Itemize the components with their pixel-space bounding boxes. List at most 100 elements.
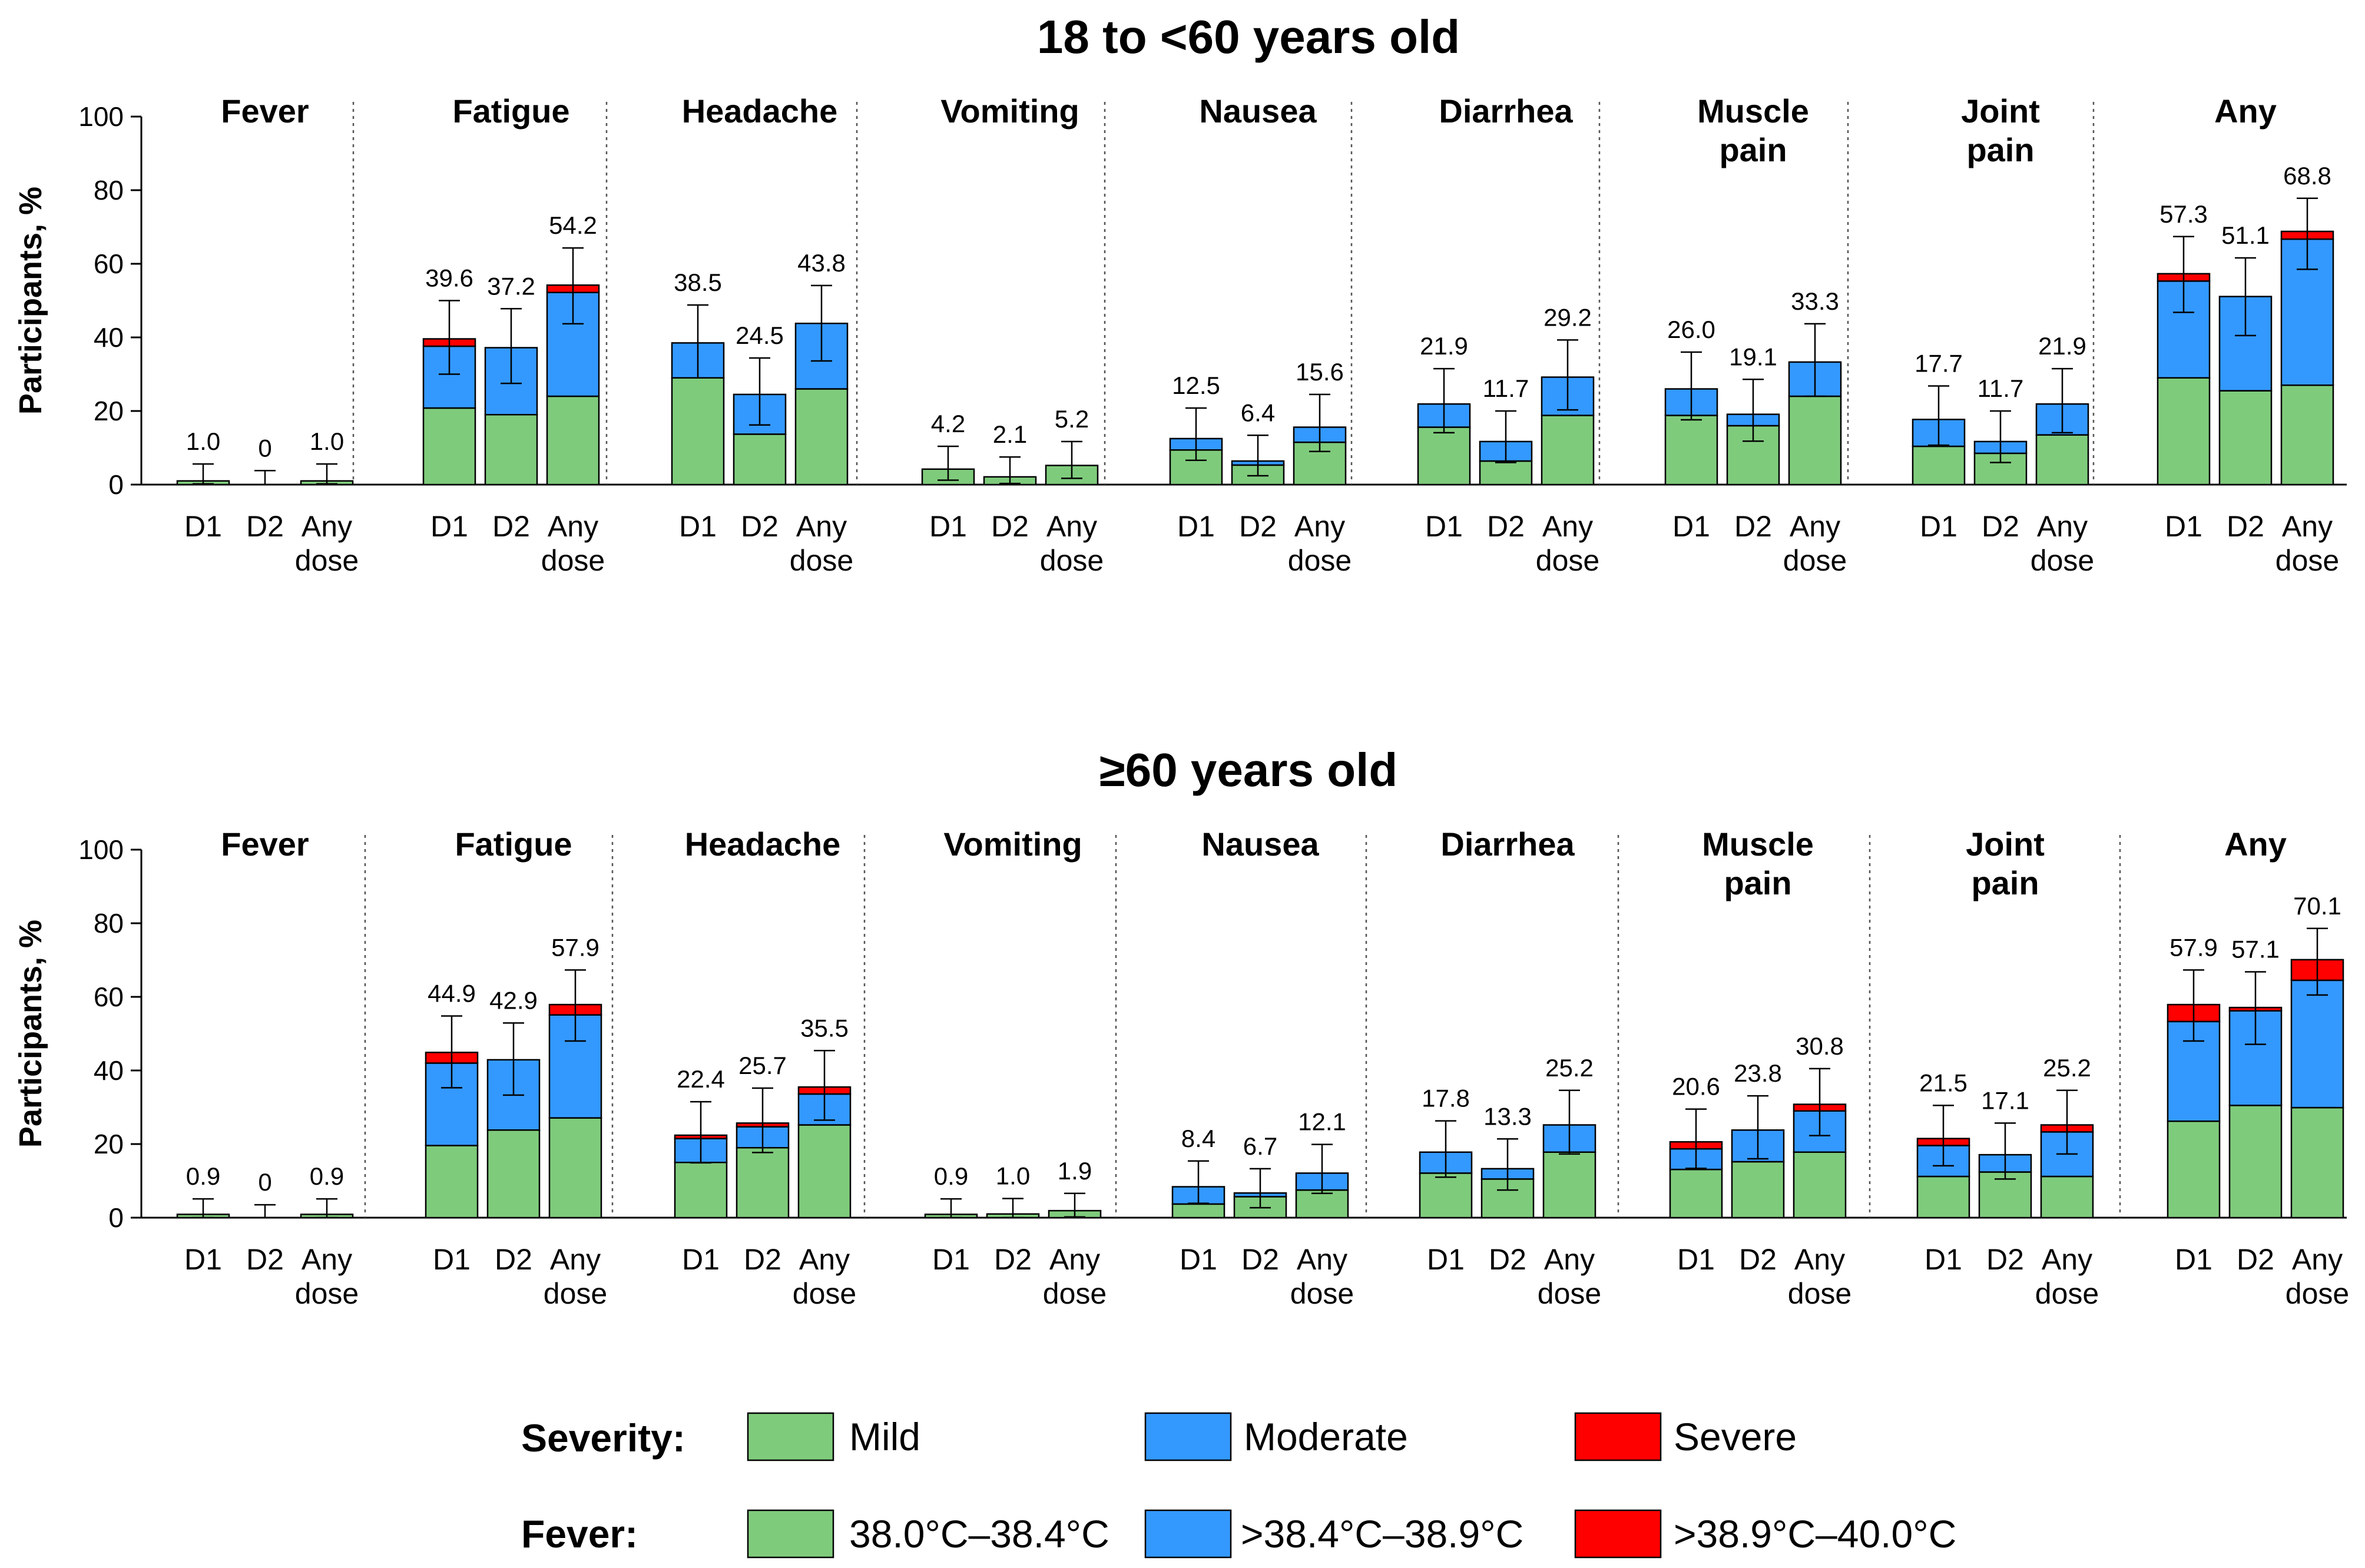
bar-segment-mild [1793, 1151, 1847, 1219]
bar-segment-mild [546, 395, 600, 486]
x-tick-label: D2 [2237, 1243, 2274, 1276]
bar-fever-d2: 0 D2 [246, 434, 284, 543]
data-label: 22.4 [677, 1065, 725, 1093]
bar-segment-mild [2035, 434, 2089, 486]
group-title: Headache [682, 92, 838, 130]
legend-item-fever-mid: >38.4°C–38.9°C [1241, 1512, 1523, 1556]
data-label: 35.5 [800, 1014, 849, 1042]
x-tick-label: D1 [1180, 1243, 1217, 1276]
x-tick-label: D1 [1920, 510, 1957, 543]
panel-title: ≥60 years old [1099, 744, 1397, 796]
legend-swatch-fever-high [1574, 1509, 1662, 1559]
y-tick-label: 20 [94, 396, 124, 426]
bar-joint-pain-d2: 17.1 D2 [1978, 1086, 2032, 1276]
legend-item-mild: Mild [849, 1415, 920, 1458]
bar-segment-mild [2280, 384, 2334, 486]
group-title: Vomiting [940, 92, 1079, 130]
data-label: 43.8 [797, 249, 846, 277]
group-title: Diarrhea [1439, 92, 1573, 130]
bar-segment-mild [422, 407, 476, 486]
bar-segment-mild [2218, 390, 2273, 486]
data-label: 20.6 [1672, 1073, 1720, 1100]
x-tick-label: dose [1290, 1277, 1354, 1310]
data-label: 25.7 [738, 1052, 787, 1079]
bar-any-d2: 51.1 D2 [2218, 221, 2273, 543]
data-label: 57.1 [2231, 936, 2280, 963]
group-title: pain [1966, 131, 2034, 168]
bar-diarrhea-d1: 17.8 D1 [1419, 1085, 1473, 1276]
data-label: 33.3 [1791, 287, 1839, 315]
bar-nausea-d1: 8.4 D1 [1171, 1125, 1225, 1276]
group-title: pain [1719, 131, 1787, 168]
x-tick-label: Any [1049, 1243, 1100, 1276]
data-label: 21.9 [1420, 332, 1468, 360]
x-tick-label: D2 [495, 1243, 532, 1276]
data-label: 1.9 [1058, 1157, 1092, 1185]
x-tick-label: dose [1788, 1277, 1851, 1310]
bar-segment-mild [1541, 415, 1595, 486]
data-label: 12.1 [1298, 1108, 1346, 1136]
bar-segment-mild [1912, 445, 1966, 486]
legend-item-fever-low: 38.0°C–38.4°C [849, 1512, 1109, 1556]
x-tick-label: dose [2035, 1277, 2099, 1310]
x-tick-label: dose [1538, 1277, 1601, 1310]
bar-nausea-d2: 6.7 D2 [1233, 1132, 1287, 1276]
group-title: Nausea [1201, 826, 1319, 863]
data-label: 17.1 [1981, 1086, 2029, 1114]
y-tick-label: 80 [94, 175, 124, 205]
group-title: pain [1971, 864, 2039, 901]
bar-segment-mild [1542, 1151, 1596, 1219]
x-tick-label: Any [302, 1243, 352, 1276]
bar-segment-mild [674, 1162, 728, 1219]
data-label: 42.9 [489, 986, 538, 1014]
data-label: 2.1 [993, 420, 1027, 448]
data-label: 4.2 [931, 410, 965, 437]
bar-joint-pain-d1: 17.7 D1 [1912, 350, 1966, 543]
data-label: 57.3 [2159, 200, 2208, 228]
legend-item-moderate: Moderate [1244, 1415, 1408, 1458]
bar-segment-moderate [2290, 979, 2344, 1109]
bar-segment-moderate [2157, 280, 2211, 379]
x-tick-label: D2 [246, 510, 284, 543]
bar-segment-mild [1171, 1203, 1225, 1219]
bar-muscle-pain-d2: 23.8 D2 [1731, 1059, 1785, 1276]
x-tick-label: D1 [1672, 510, 1710, 543]
x-tick-label: D2 [1982, 510, 2019, 543]
bar-any-d1: 57.3 D1 [2157, 200, 2211, 543]
x-tick-label: dose [2031, 544, 2094, 577]
bar-fatigue-d2: 37.2 D2 [484, 272, 538, 543]
bar-joint-pain-d1: 21.5 D1 [1916, 1069, 1970, 1276]
legend-swatch-moderate [1144, 1412, 1232, 1461]
data-label: 11.7 [1483, 374, 1529, 402]
legend-swatch-mild [747, 1412, 834, 1461]
x-tick-label: dose [1536, 544, 1599, 577]
group-title: Vomiting [943, 826, 1082, 863]
data-label: 0 [258, 434, 271, 462]
data-label: 17.8 [1422, 1085, 1470, 1112]
bar-segment-mild [548, 1117, 602, 1219]
x-tick-label: dose [1288, 544, 1352, 577]
x-tick-label: dose [790, 544, 853, 577]
x-tick-label: Any [2037, 510, 2088, 543]
bar-segment-mild [1479, 460, 1533, 486]
x-tick-label: Any [2292, 1243, 2343, 1276]
group-title: Nausea [1199, 92, 1317, 130]
bar-segment-mild [425, 1145, 479, 1219]
x-tick-label: D2 [991, 510, 1029, 543]
bar-vomiting-d1: 4.2 D1 [921, 410, 975, 543]
group-title: Fever [221, 92, 309, 130]
